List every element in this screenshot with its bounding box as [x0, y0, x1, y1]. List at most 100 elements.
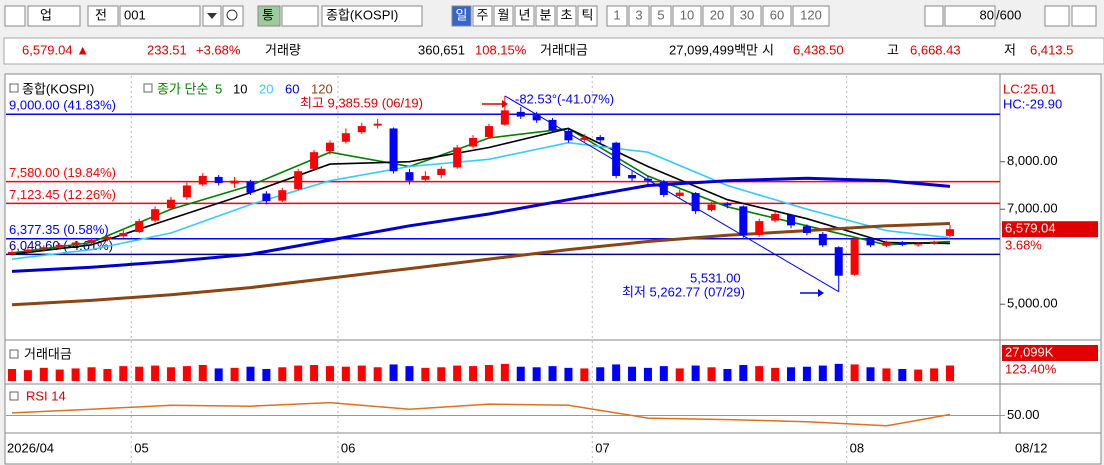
volume-bar [198, 365, 207, 381]
mode-button[interactable] [257, 5, 281, 27]
chart-frame [4, 73, 1102, 465]
y-tick-label: 5,000.00 [1007, 296, 1058, 311]
candle-body [866, 238, 875, 246]
interval-button[interactable] [628, 5, 650, 27]
high-label: 고 [887, 42, 899, 57]
mid-note: 5,531.00 [690, 270, 741, 285]
volume-bar [103, 369, 112, 381]
angle-note: -82.53°(-41.07%) [515, 91, 614, 106]
volume-bar [500, 363, 509, 381]
interval-label: 5 [657, 7, 664, 22]
period-button[interactable] [514, 5, 535, 27]
volume-bar [818, 365, 827, 381]
candle-body [564, 130, 573, 141]
period-label: 년 [519, 7, 531, 22]
volume-bar [325, 366, 334, 381]
volume-bar [135, 366, 144, 381]
count-box[interactable] [944, 5, 996, 27]
legend-ma-label: 종가 단순 [157, 81, 208, 96]
volume-bar [310, 365, 319, 381]
count-dropdown[interactable] [924, 5, 944, 27]
candle-body [516, 111, 525, 117]
dropdown-arrow [207, 13, 217, 19]
volume-last: 27,099K [1005, 344, 1054, 359]
period-button[interactable] [451, 5, 472, 27]
volume-bar [755, 366, 764, 381]
lc-label: LC:25.01 [1003, 81, 1056, 96]
volume-bar [23, 370, 32, 381]
volume-bar [469, 366, 478, 381]
candle-body [802, 226, 811, 233]
period-button[interactable] [577, 5, 598, 27]
interval-button[interactable] [702, 5, 732, 27]
interval-label: 120 [800, 7, 822, 22]
candle-body [389, 128, 398, 172]
candle-body [771, 213, 780, 221]
high-note: 최고 9,385.59 (06/19) [300, 95, 423, 110]
y-tick-label: 7,000.00 [1007, 201, 1058, 216]
interval-button[interactable] [732, 5, 762, 27]
volume-bar [850, 364, 859, 381]
open: 6,438.50 [793, 42, 844, 57]
volume-bar [55, 369, 64, 381]
interval-button[interactable] [672, 5, 702, 27]
last-price-box [1002, 221, 1098, 238]
candle-body [151, 209, 160, 221]
candle-body [103, 236, 112, 240]
period-button[interactable] [556, 5, 577, 27]
candle-body [437, 168, 446, 176]
candle-body [214, 176, 223, 184]
search-icon [226, 9, 238, 21]
volume-bar [787, 367, 796, 381]
candle-body [198, 175, 207, 185]
type-select[interactable] [87, 5, 119, 27]
tool-icon[interactable] [1071, 5, 1097, 27]
candle-body [278, 190, 287, 201]
volume-bar [691, 365, 700, 381]
volume-bar [87, 367, 96, 381]
market-select[interactable] [27, 5, 81, 27]
sound-button[interactable] [281, 5, 319, 27]
period-button[interactable] [535, 5, 556, 27]
volume-bar [405, 366, 414, 381]
interval-label: 10 [680, 7, 694, 22]
candle-body [850, 239, 859, 275]
interval-label: 30 [740, 7, 754, 22]
search-button[interactable] [222, 5, 244, 27]
candle-body [628, 175, 637, 179]
candle-body [787, 214, 796, 226]
type: 전 [95, 7, 107, 22]
volume-bar [151, 365, 160, 381]
interval-button[interactable] [792, 5, 830, 27]
interval-button[interactable] [606, 5, 628, 27]
volume-bar [628, 366, 637, 381]
period-button[interactable] [472, 5, 493, 27]
volume-bar [294, 365, 303, 381]
period-button[interactable] [493, 5, 514, 27]
volume-bar [357, 365, 366, 381]
amount-label: 거래대금 [540, 42, 588, 57]
volume-bar [453, 365, 462, 381]
volume-bar [262, 369, 271, 381]
interval-label: 3 [635, 7, 642, 22]
candle-body [675, 192, 684, 196]
rsi-tick-label: 50.00 [1007, 407, 1040, 422]
tool-icon[interactable] [1044, 5, 1070, 27]
candle-body [930, 242, 939, 244]
change: 233.51 [147, 42, 187, 57]
menu-icon[interactable] [4, 5, 26, 27]
last-date: 08/12 [1015, 440, 1048, 455]
interval-button[interactable] [762, 5, 792, 27]
candle-body [580, 137, 589, 140]
volume-bar [946, 365, 954, 381]
volume-bar [8, 369, 16, 381]
low-label: 저 [1004, 42, 1016, 57]
code-input[interactable] [119, 5, 201, 27]
legend-ma: 20 [259, 81, 273, 96]
volume-last-box [1002, 345, 1098, 361]
price: 6,579.04 ▲ [22, 42, 89, 57]
interval-button[interactable] [650, 5, 672, 27]
interval-label: 1 [613, 7, 620, 22]
volume-bar [898, 369, 907, 381]
